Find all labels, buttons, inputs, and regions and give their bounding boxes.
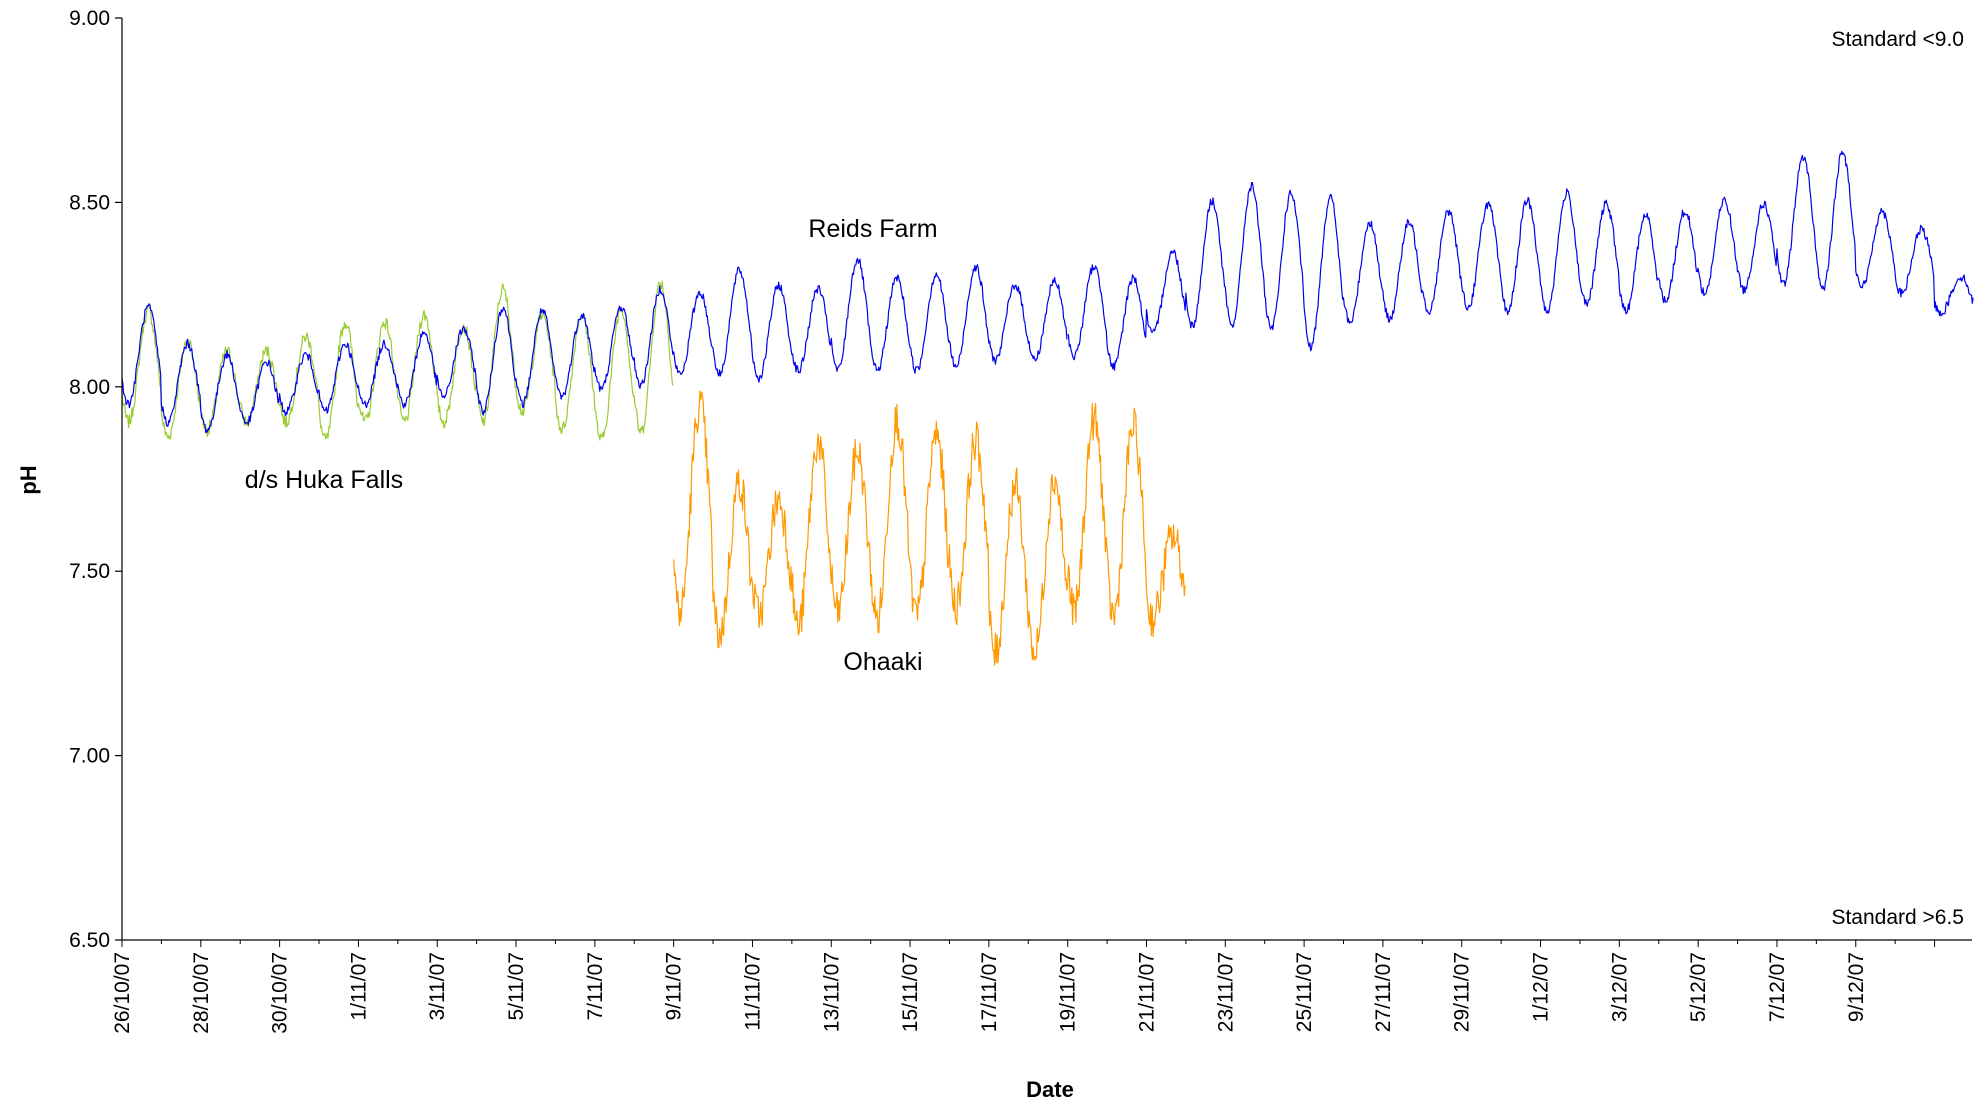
y-tick-labels: 6.50 7.00 7.50 8.00 8.50 9.00 bbox=[69, 7, 110, 952]
series-line bbox=[121, 257, 1068, 434]
x-tick-label: 28/10/07 bbox=[190, 952, 213, 1034]
y-axis-title: pH bbox=[16, 465, 41, 494]
x-axis-title: Date bbox=[1026, 1077, 1074, 1102]
x-tick-label: 9/12/07 bbox=[1845, 952, 1868, 1022]
x-tick-label: 7/12/07 bbox=[1766, 952, 1789, 1022]
x-tick-label: 1/12/07 bbox=[1530, 952, 1553, 1022]
label-huka-falls: d/s Huka Falls bbox=[245, 466, 403, 494]
y-tick-label: 8.00 bbox=[69, 376, 110, 399]
series-line bbox=[121, 280, 674, 441]
series-layer bbox=[121, 150, 1974, 666]
x-tick-label: 9/11/07 bbox=[663, 952, 686, 1021]
series-reids-farm bbox=[121, 150, 1974, 434]
x-tick-label: 5/12/07 bbox=[1687, 952, 1710, 1022]
x-tick-label: 29/11/07 bbox=[1451, 952, 1474, 1032]
x-tick-label: 30/10/07 bbox=[269, 952, 292, 1034]
x-tick-label: 19/11/07 bbox=[1057, 952, 1080, 1032]
x-tick-label: 13/11/07 bbox=[820, 952, 843, 1032]
y-tick-label: 8.50 bbox=[69, 191, 110, 214]
x-tick-label: 25/11/07 bbox=[1293, 952, 1316, 1032]
x-tick-label: 17/11/07 bbox=[978, 952, 1001, 1032]
y-tick-label: 6.50 bbox=[69, 929, 110, 952]
x-tick-label: 21/11/07 bbox=[1135, 952, 1158, 1032]
x-tick-label: 3/11/07 bbox=[426, 952, 449, 1021]
label-standard-lower: Standard >6.5 bbox=[1831, 906, 1964, 929]
x-tick-labels: 26/10/07 28/10/07 30/10/07 1/11/07 3/11/07 5/… bbox=[111, 952, 1868, 1034]
x-tick-label: 23/11/07 bbox=[1214, 952, 1237, 1032]
label-standard-upper: Standard <9.0 bbox=[1831, 28, 1964, 51]
x-tick-label: 27/11/07 bbox=[1372, 952, 1395, 1032]
x-tick-label: 7/11/07 bbox=[584, 952, 607, 1021]
x-tick-label: 5/11/07 bbox=[505, 952, 528, 1021]
series-ohaaki bbox=[673, 390, 1186, 666]
label-reids-farm: Reids Farm bbox=[808, 215, 937, 243]
y-tick-label: 9.00 bbox=[69, 7, 110, 30]
x-tick-label: 3/12/07 bbox=[1608, 952, 1631, 1022]
axes-layer bbox=[115, 17, 1972, 947]
x-tick-label: 1/11/07 bbox=[347, 952, 370, 1021]
x-tick-label: 26/10/07 bbox=[111, 952, 134, 1034]
series-d-s-huka-falls bbox=[121, 280, 674, 441]
x-tick-label: 15/11/07 bbox=[899, 952, 922, 1032]
label-ohaaki: Ohaaki bbox=[843, 648, 922, 676]
series-line bbox=[673, 390, 1186, 666]
y-tick-label: 7.50 bbox=[69, 560, 110, 583]
series-line bbox=[1067, 150, 1974, 371]
x-tick-label: 11/11/07 bbox=[741, 952, 764, 1031]
y-tick-label: 7.00 bbox=[69, 745, 110, 768]
